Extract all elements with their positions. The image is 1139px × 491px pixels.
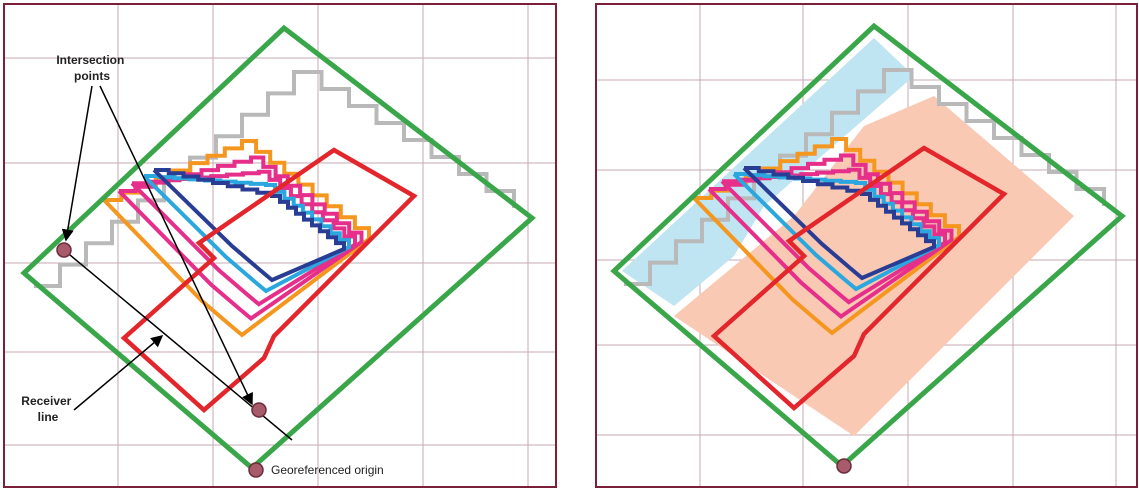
contour-blue — [152, 168, 346, 283]
intersection-point-1 — [56, 242, 72, 258]
contour-green — [20, 24, 536, 472]
receiver-line-label: Receiver line — [21, 394, 74, 424]
right-offset-contours — [610, 22, 1126, 470]
georeferenced-origin-label: Georeferenced origin — [271, 463, 384, 477]
intersection-arrow-2 — [99, 85, 253, 406]
contour-gray — [624, 68, 1106, 286]
contour-light-blue — [142, 174, 351, 294]
contour-blue — [742, 166, 936, 281]
receiver-arrow — [73, 335, 164, 411]
intersection-points-label: Intersection points — [56, 53, 127, 83]
contour-red — [710, 145, 1008, 412]
coverage-fill-peach — [674, 96, 1074, 436]
left-offset-contours — [20, 24, 536, 472]
right-panel — [595, 3, 1138, 488]
contour-red — [120, 147, 418, 414]
intersection-point-2 — [251, 402, 267, 418]
left-panel-frame — [3, 3, 557, 488]
origin-marker — [248, 462, 264, 478]
contour-gray — [34, 70, 516, 288]
contour-green — [610, 22, 1126, 470]
contour-light-blue — [732, 172, 941, 292]
intersection-arrow-1 — [61, 85, 93, 242]
origin-marker-right — [836, 458, 852, 474]
left-panel: Intersection points Receiver line Georef… — [3, 3, 557, 488]
